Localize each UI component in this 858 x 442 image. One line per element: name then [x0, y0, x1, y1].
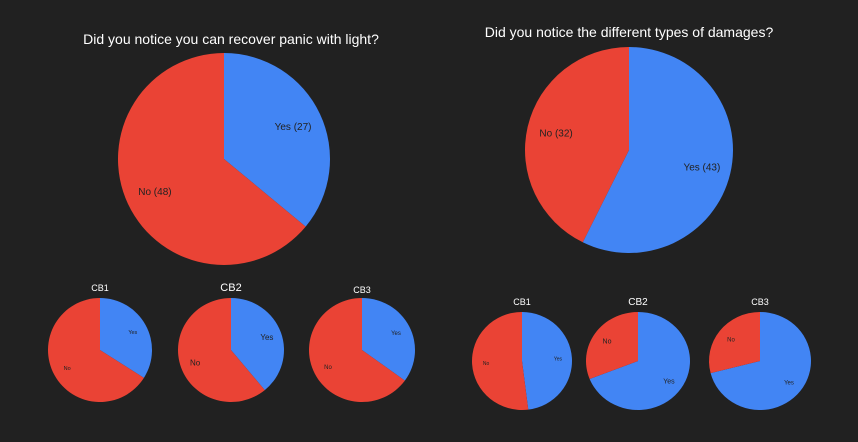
slice-label: No (32)	[539, 129, 572, 140]
chart-title: Did you notice the different types of da…	[485, 24, 774, 40]
chart-title: CB3	[353, 285, 371, 295]
slice-label: Yes	[391, 331, 401, 337]
pie-chart-5: CB3 Yes No	[309, 285, 415, 402]
chart-title: CB2	[628, 297, 648, 308]
pie-slice-yes	[362, 298, 415, 381]
pie-chart-7: CB2 Yes No	[586, 297, 690, 410]
slice-label: Yes	[128, 330, 137, 336]
pie-slice-yes	[522, 312, 573, 410]
pie-chart-6: CB1 Yes No	[472, 297, 573, 410]
pie-slice-no	[178, 298, 265, 403]
slice-label: No	[603, 339, 612, 346]
pie-slice-yes	[231, 298, 285, 391]
slice-label: Yes (27)	[275, 122, 312, 133]
pie-slice-yes	[710, 312, 812, 410]
slice-label: Yes (43)	[683, 162, 720, 173]
chart-title: Did you notice you can recover panic wit…	[83, 31, 379, 47]
pie-slice-no	[472, 312, 529, 410]
pie-chart-8: CB3 Yes No	[708, 297, 812, 410]
chart-title: CB2	[220, 282, 241, 294]
slice-label: No	[190, 358, 201, 367]
slice-label: No	[324, 365, 332, 371]
pie-slice-no	[117, 53, 306, 265]
pie-slice-yes	[224, 53, 330, 227]
chart-title: CB1	[91, 283, 109, 293]
slice-label: No	[64, 366, 71, 372]
slice-label: Yes	[784, 381, 794, 387]
pie-chart-3: CB1 Yes No	[48, 283, 152, 403]
pie-slice-no	[309, 298, 405, 402]
pie-chart-1: Did you notice you can recover panic wit…	[83, 31, 379, 265]
slice-label: No (48)	[138, 187, 171, 198]
slice-label: Yes	[663, 378, 675, 385]
slice-label: Yes	[554, 357, 563, 363]
slice-label: Yes	[260, 333, 273, 342]
pie-chart-4: CB2 Yes No	[178, 282, 285, 403]
pie-slice-no	[586, 312, 638, 380]
pie-slice-yes	[582, 47, 733, 253]
slice-label: No	[727, 337, 735, 343]
chart-title: CB1	[513, 297, 531, 307]
pie-slice-yes	[589, 312, 690, 410]
slice-label: No	[483, 361, 490, 367]
chart-title: CB3	[751, 297, 769, 307]
pie-slice-no	[525, 47, 629, 243]
pie-slice-yes	[100, 298, 152, 378]
pie-chart-2: Did you notice the different types of da…	[485, 24, 774, 253]
pie-slice-no	[708, 312, 760, 374]
pie-slice-no	[48, 298, 144, 403]
